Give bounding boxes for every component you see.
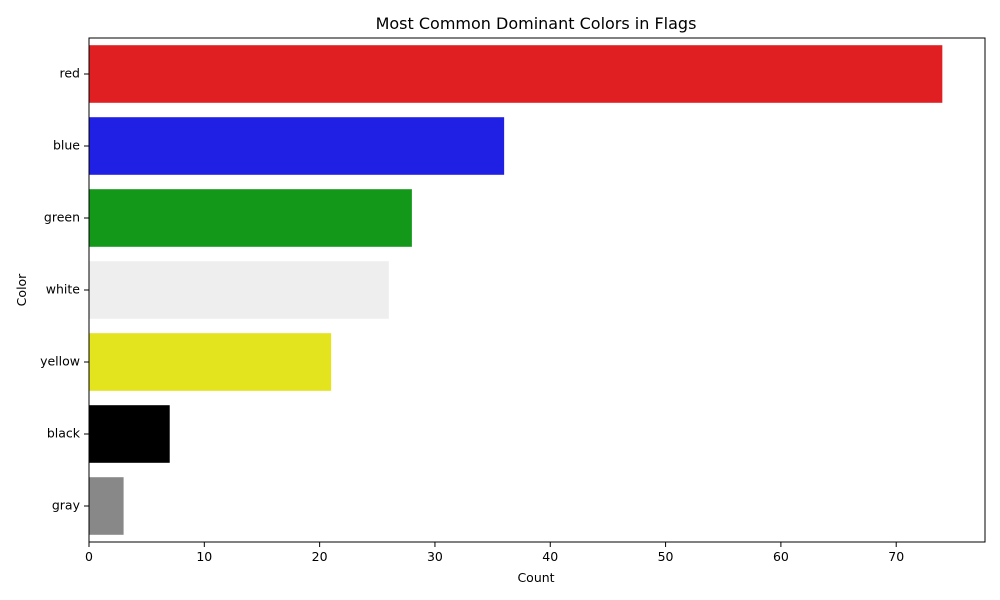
bar-yellow xyxy=(89,333,332,391)
x-tick-label-30: 30 xyxy=(427,549,443,564)
bars-group xyxy=(89,45,943,535)
bar-blue xyxy=(89,117,505,175)
x-tick-label-50: 50 xyxy=(658,549,674,564)
y-axis-ticks: red blue green white yellow black gray xyxy=(40,66,89,513)
x-tick-label-20: 20 xyxy=(312,549,328,564)
y-tick-label-white: white xyxy=(46,282,81,297)
x-tick-label-60: 60 xyxy=(773,549,789,564)
y-tick-label-green: green xyxy=(44,210,80,225)
bar-white xyxy=(89,261,389,319)
x-tick-label-40: 40 xyxy=(542,549,558,564)
plot-frame xyxy=(88,37,986,543)
bar-red xyxy=(89,45,943,103)
x-axis-label: Count xyxy=(517,570,554,585)
chart-title: Most Common Dominant Colors in Flags xyxy=(376,14,697,33)
y-tick-label-blue: blue xyxy=(53,138,80,153)
bar-green xyxy=(89,189,412,247)
y-tick-label-yellow: yellow xyxy=(40,354,80,369)
x-tick-label-10: 10 xyxy=(196,549,212,564)
x-axis-ticks: 0 10 20 30 40 50 60 70 xyxy=(85,542,904,564)
x-tick-label-0: 0 xyxy=(85,549,93,564)
y-tick-label-black: black xyxy=(47,426,81,441)
bar-gray xyxy=(89,477,124,535)
bar-black xyxy=(89,405,170,463)
x-tick-label-70: 70 xyxy=(888,549,904,564)
y-tick-label-gray: gray xyxy=(52,498,81,513)
y-tick-label-red: red xyxy=(60,66,81,81)
y-axis-label: Color xyxy=(14,273,29,306)
